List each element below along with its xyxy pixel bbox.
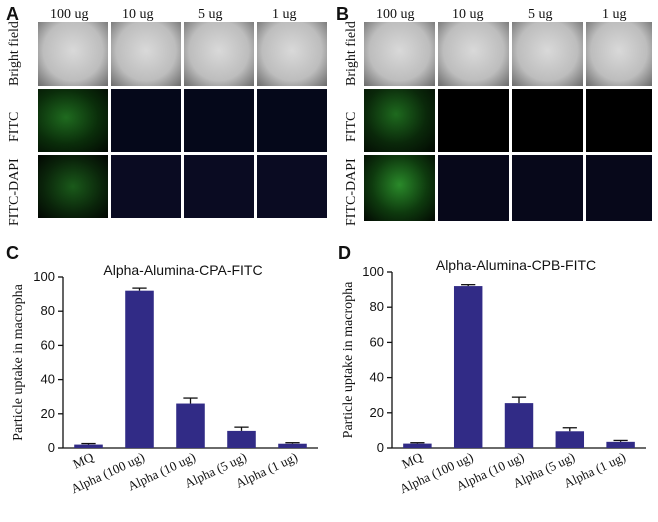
y-tick-label: 40 — [41, 372, 55, 387]
fitc-dapi-image — [586, 155, 652, 221]
brightfield-image — [586, 22, 652, 86]
fitc-dapi-image — [184, 155, 254, 218]
brightfield-image — [184, 22, 254, 86]
column-header-1ug: 1 ug — [602, 7, 627, 22]
brightfield-image — [438, 22, 509, 86]
y-tick-label: 80 — [370, 299, 384, 314]
bar — [125, 290, 154, 448]
panel-letter-b: B — [336, 4, 349, 24]
column-header-10ug: 10 ug — [122, 7, 154, 22]
brightfield-image — [364, 22, 435, 86]
column-header-1ug: 1 ug — [272, 7, 297, 22]
y-tick-label: 100 — [362, 264, 384, 279]
bar — [453, 286, 483, 448]
bar — [74, 444, 103, 448]
fitc-dapi-image — [257, 155, 327, 218]
fitc-dapi-image — [364, 155, 435, 221]
y-tick-label: 20 — [370, 405, 384, 420]
fitc-image — [586, 89, 652, 152]
y-tick-label: 100 — [33, 269, 55, 284]
y-axis-label: Particle uptake in macropha — [341, 281, 356, 438]
brightfield-image — [38, 22, 108, 86]
fitc-image — [257, 89, 327, 152]
bar — [176, 403, 205, 448]
y-tick-label: 80 — [41, 303, 55, 318]
bar — [403, 443, 432, 448]
column-header-10ug: 10 ug — [452, 7, 484, 22]
fitc-dapi-image — [111, 155, 181, 218]
y-tick-label: 40 — [370, 370, 384, 385]
y-tick-label: 60 — [41, 337, 55, 352]
panel-letter-d: D — [338, 243, 351, 263]
bar — [606, 441, 635, 448]
bar — [504, 403, 534, 448]
column-header-100ug: 100 ug — [50, 7, 89, 22]
y-tick-label: 60 — [370, 334, 384, 349]
brightfield-image — [257, 22, 327, 86]
column-header-5ug: 5 ug — [198, 7, 223, 22]
column-header-5ug: 5 ug — [528, 7, 553, 22]
chart-title: Alpha-Alumina-CPA-FITC — [103, 262, 262, 278]
brightfield-image — [512, 22, 583, 86]
column-header-100ug: 100 ug — [376, 7, 415, 22]
fitc-image — [512, 89, 583, 152]
bar — [555, 431, 585, 448]
category-label: MQ — [399, 449, 425, 472]
fitc-dapi-image — [512, 155, 583, 221]
y-tick-label: 0 — [48, 440, 55, 455]
brightfield-image — [111, 22, 181, 86]
bar — [278, 443, 307, 448]
bar — [227, 430, 256, 448]
y-tick-label: 20 — [41, 406, 55, 421]
fitc-image — [184, 89, 254, 152]
y-tick-label: 0 — [377, 440, 384, 455]
panel-letter-c: C — [6, 243, 19, 263]
fitc-image — [364, 89, 435, 152]
chart-title: Alpha-Alumina-CPB-FITC — [436, 257, 596, 273]
panel-letter-a: A — [6, 4, 19, 24]
fitc-dapi-image — [438, 155, 509, 221]
fitc-image — [438, 89, 509, 152]
y-axis-label: Particle uptake in macropha — [11, 283, 26, 440]
fitc-dapi-image — [38, 155, 108, 218]
fitc-image — [111, 89, 181, 152]
category-label: MQ — [70, 449, 96, 472]
fitc-image — [38, 89, 108, 152]
